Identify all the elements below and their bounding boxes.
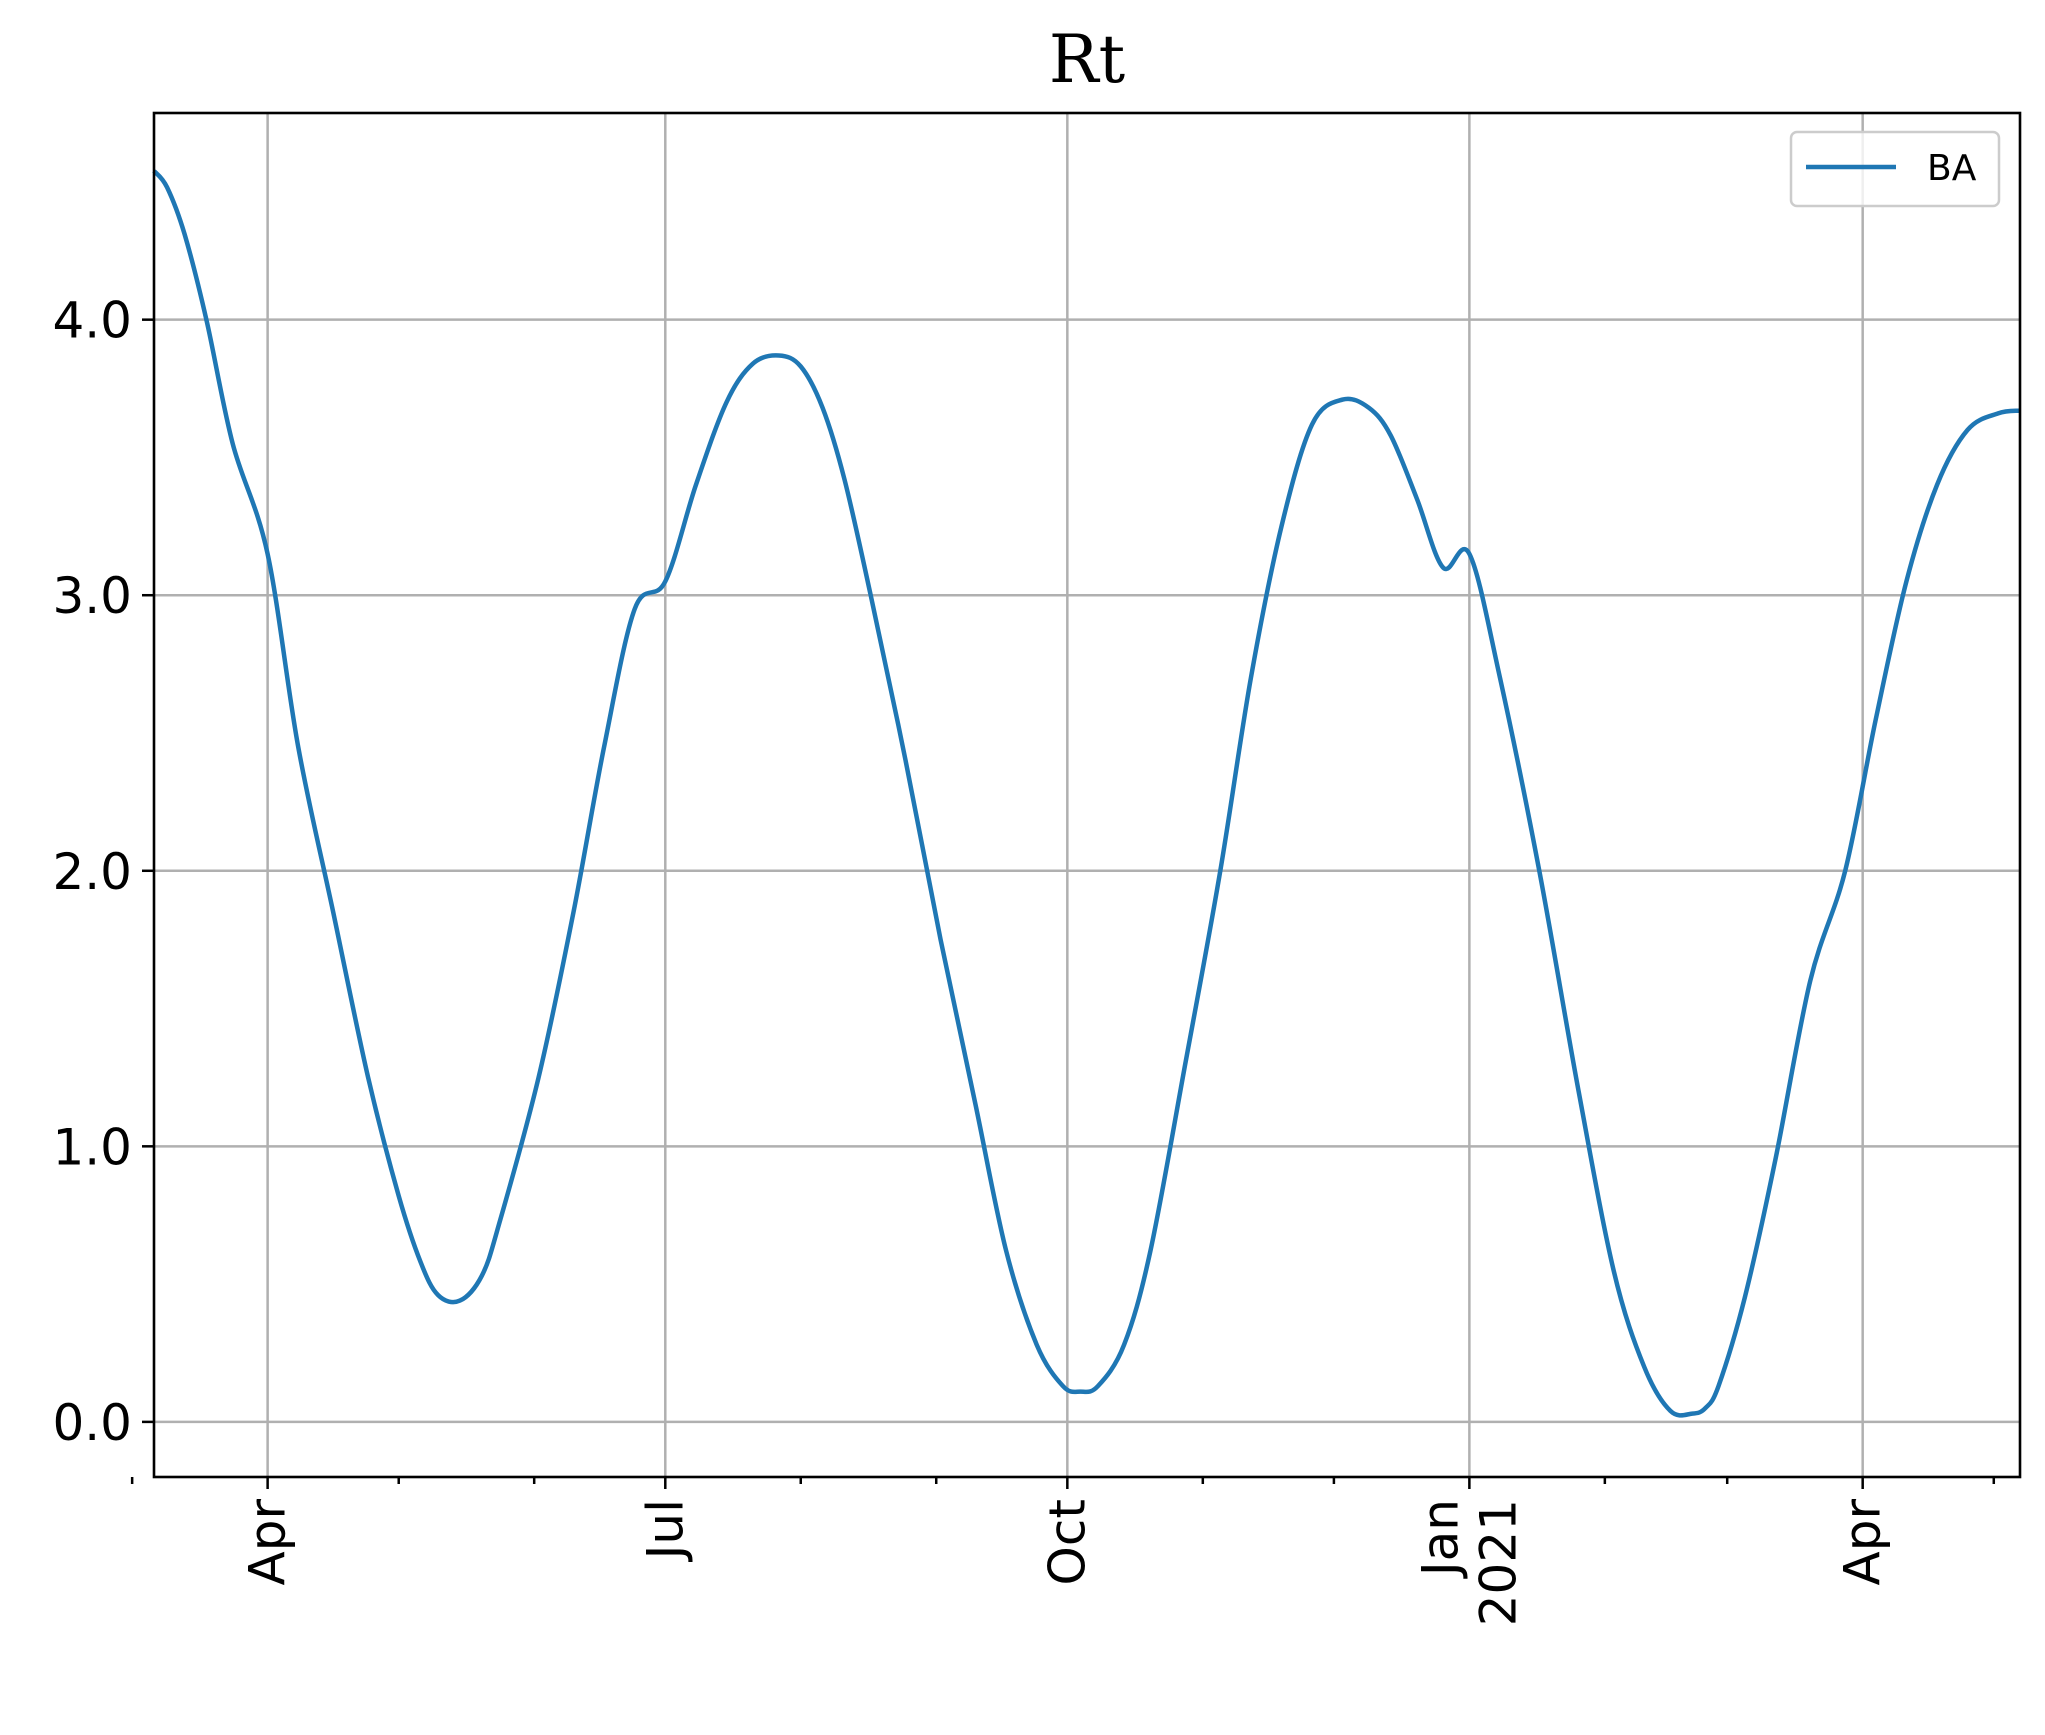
plot-area [152,169,2021,1418]
y-tick-label: 3.0 [52,567,132,625]
x-tick-label-text: Jul [636,1499,694,1562]
y-tick-label: 4.0 [52,292,132,350]
x-tick-label-line: Apr [239,1499,297,1586]
y-tick-label: 0.0 [52,1394,132,1452]
x-tick-label-text: Apr [1834,1499,1892,1586]
x-tick-label-text: Jan2021 [1411,1499,1527,1626]
x-tick-label-text: Oct [1038,1499,1096,1585]
y-tick-label: 2.0 [52,843,132,901]
x-tick-label: Jul [636,1499,694,1562]
x-tick-label-line: Apr [1834,1499,1892,1586]
chart-title: Rt [1049,21,1125,98]
x-tick-label: Jan2021 [1411,1499,1527,1626]
axes: 0.0 1.0 2.0 3.0 4.0 Apr Jul Oct Jan2021 Apr [52,111,2022,1626]
grid [154,113,2020,1477]
x-tick-label-line: Jul [636,1499,694,1562]
legend-label: BA [1927,148,1977,189]
x-tick-label-line: Oct [1038,1499,1096,1585]
x-tick-label: Oct [1038,1499,1096,1585]
x-tick-label: Apr [239,1499,297,1586]
y-tick-label: 1.0 [52,1118,132,1176]
x-tick-label-text: Apr [239,1499,297,1586]
x-tick-label-line: 2021 [1469,1499,1527,1626]
series-line-ba [152,169,2021,1418]
x-tick-label: Apr [1834,1499,1892,1586]
x-tick-label-line: Jan [1411,1499,1469,1579]
legend: BA [1789,130,2001,208]
axes-frame [152,111,2022,1479]
